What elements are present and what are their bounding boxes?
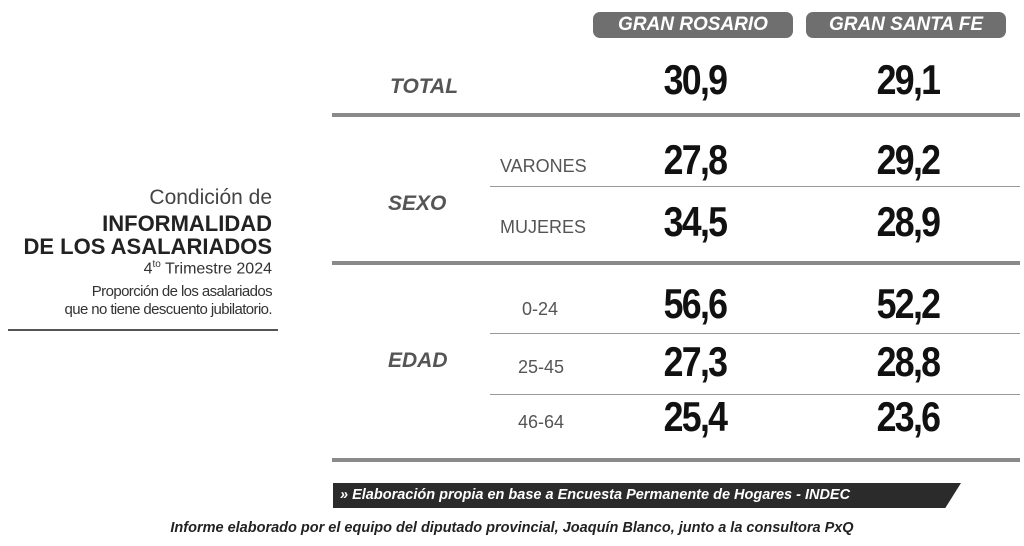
value: 52,2	[876, 280, 941, 327]
divider	[490, 394, 1020, 395]
period-num: 4	[143, 260, 153, 278]
divider	[490, 186, 1020, 187]
value: 27,3	[663, 338, 728, 385]
description: Proporción de los asalariados	[91, 283, 273, 300]
source-bar	[333, 483, 961, 508]
value: 23,6	[876, 393, 941, 440]
group-label: EDAD	[388, 349, 448, 372]
description: que no tiene descuento jubilatorio.	[64, 301, 272, 318]
source: » Elaboración propia en base a Encuesta …	[340, 487, 851, 503]
divider	[490, 333, 1020, 334]
value: 29,1	[876, 56, 941, 103]
value: 34,5	[663, 198, 728, 245]
divider	[332, 458, 1020, 462]
value: 28,9	[876, 198, 941, 245]
row-label: 0-24	[522, 299, 559, 319]
column-header: GRAN ROSARIO	[593, 12, 793, 38]
divider	[332, 113, 1020, 117]
divider	[332, 261, 1020, 265]
period-rest: Trimestre 2024	[165, 260, 272, 278]
group-label: SEXO	[388, 192, 447, 215]
value: 56,6	[663, 280, 728, 327]
value: 25,4	[663, 393, 728, 440]
underline	[8, 329, 278, 331]
column-header: GRAN SANTA FE	[806, 12, 1006, 38]
period: 4to Trimestre 2024	[144, 259, 272, 278]
title-line: INFORMALIDAD	[102, 211, 272, 236]
period-sup: to	[152, 259, 161, 270]
row-label: 46-64	[518, 412, 565, 432]
group-label: TOTAL	[390, 75, 459, 98]
value: 30,9	[663, 56, 728, 103]
title-line: DE LOS ASALARIADOS	[23, 234, 272, 259]
row-label: 25-45	[518, 357, 565, 377]
row-label: VARONES	[500, 156, 587, 176]
title-line: Condición de	[149, 186, 272, 209]
value: 28,8	[876, 338, 941, 385]
value: 27,8	[663, 136, 728, 183]
value: 29,2	[876, 136, 941, 183]
row-label: MUJERES	[500, 217, 587, 237]
footer: Informe elaborado por el equipo del dipu…	[170, 520, 854, 536]
